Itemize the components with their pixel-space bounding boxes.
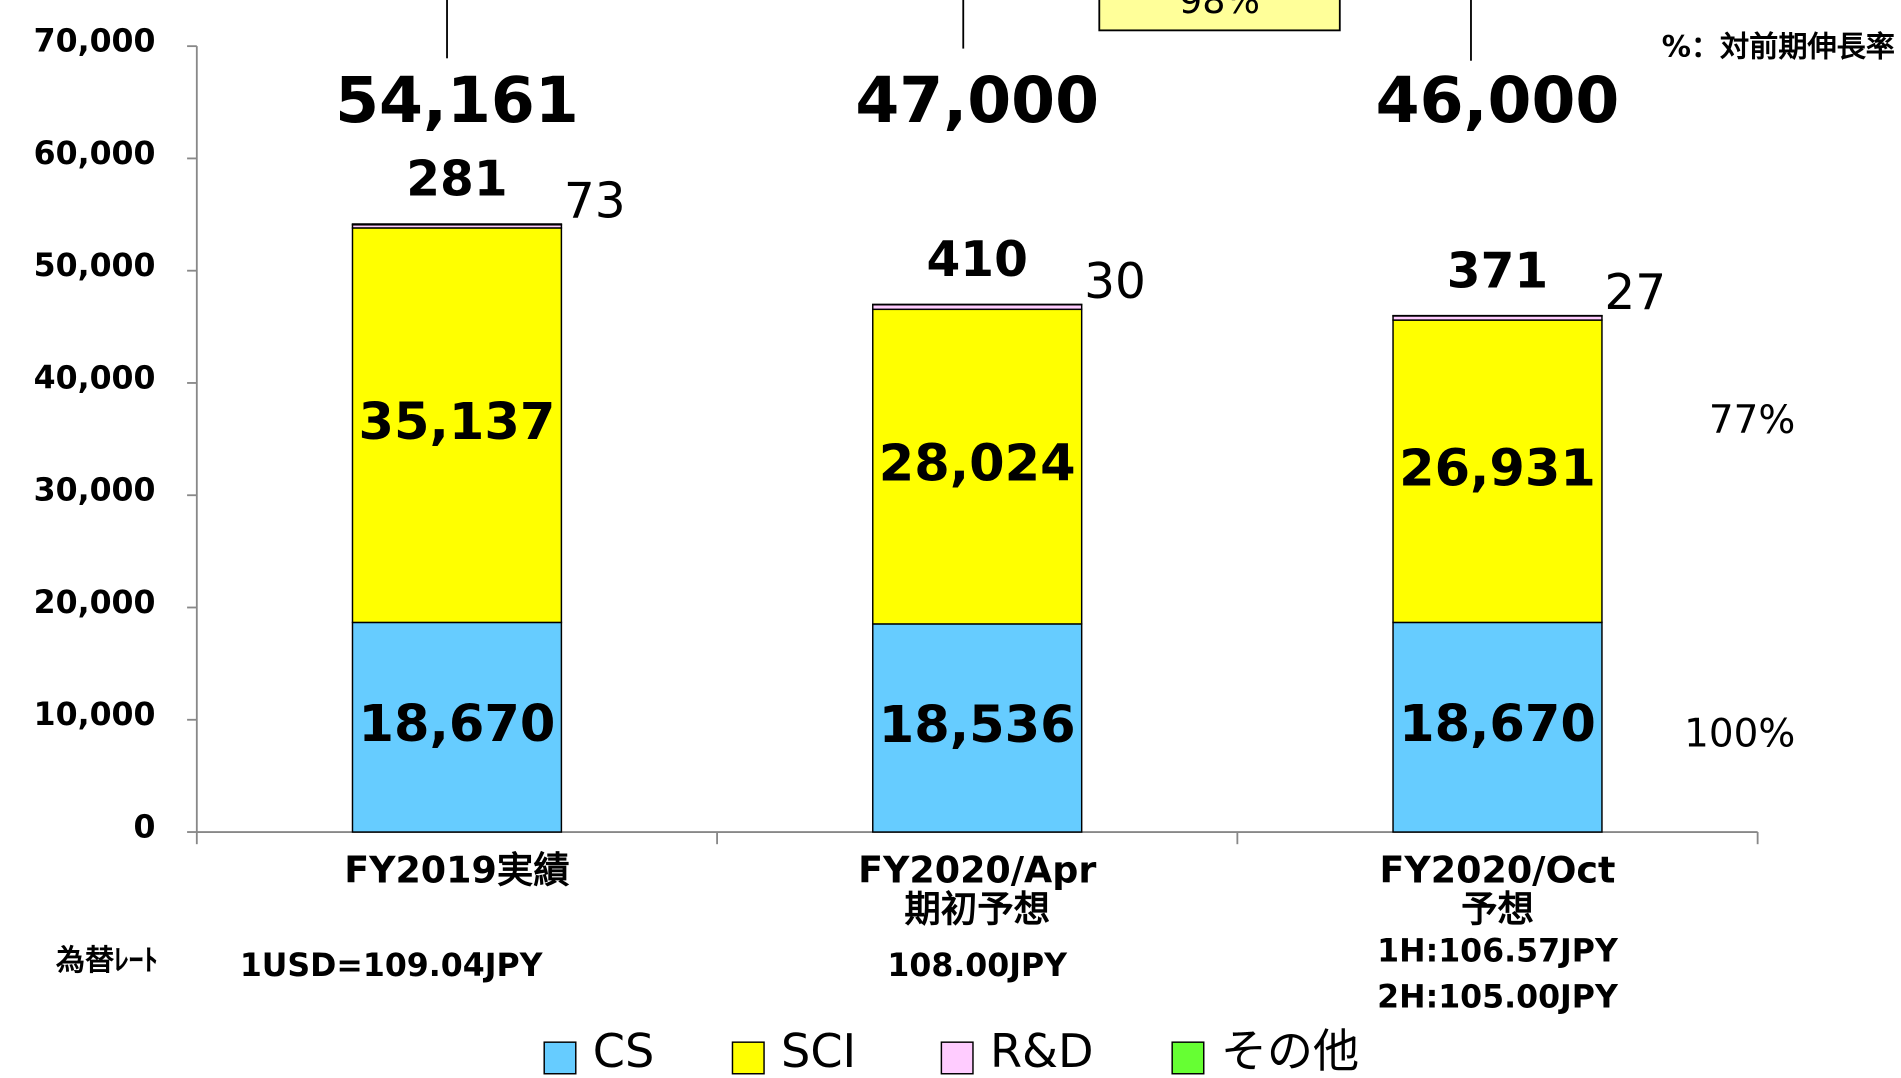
y-tick-label: 10,000	[34, 697, 156, 733]
value-label: 18,670	[1399, 695, 1596, 754]
fx-label: 為替ﾚｰﾄ	[56, 943, 158, 977]
value-label: 73	[564, 174, 626, 230]
fx-rate: 1H:106.57JPY	[1377, 933, 1619, 969]
bar-segment	[351, 227, 563, 624]
fx-rate: 2H:105.00JPY	[1377, 979, 1619, 1015]
value-label: 35,137	[359, 393, 556, 452]
y-tick-label: 40,000	[34, 360, 156, 396]
growth-sci: 77%	[1709, 398, 1795, 443]
x-tick-label: FY2019実績	[344, 849, 569, 892]
total-label: 46,000	[1376, 63, 1620, 137]
x-tick-label: 期初予想	[904, 887, 1050, 930]
y-tick-label: 30,000	[34, 473, 156, 509]
y-tick-label: 50,000	[34, 248, 156, 284]
fx-rate: 1USD=109.04JPY	[240, 948, 544, 984]
value-label: 18,670	[359, 695, 556, 754]
total-label: 54,161	[335, 63, 579, 137]
value-label: 281	[406, 152, 507, 208]
legend-label: その他	[1221, 1024, 1359, 1078]
bar-segment	[351, 621, 563, 833]
bar-segment	[872, 308, 1083, 625]
growth-box-label: 98%	[1179, 0, 1260, 22]
x-tick-label: FY2020/Apr	[858, 849, 1096, 892]
total-label: 47,000	[855, 63, 1099, 137]
x-tick-label: FY2020/Oct	[1380, 849, 1616, 892]
value-label: 26,931	[1399, 439, 1596, 498]
legend-label: CS	[593, 1024, 655, 1078]
bar-segment	[872, 623, 1083, 833]
y-tick-label: 20,000	[34, 585, 156, 621]
value-label: 18,536	[879, 696, 1076, 755]
legend-swatch	[940, 1041, 974, 1075]
value-label: 410	[927, 232, 1028, 288]
y-tick-label: 0	[134, 809, 156, 845]
legend-swatch	[543, 1041, 577, 1075]
value-label: 30	[1084, 254, 1146, 310]
legend-swatch	[1171, 1041, 1205, 1075]
bar-segment	[1392, 621, 1603, 833]
fx-rate: 108.00JPY	[887, 948, 1068, 984]
bar-segment	[351, 223, 563, 226]
growth-cs: 100%	[1684, 712, 1795, 757]
value-label: 27	[1604, 265, 1666, 321]
growth-box	[1098, 0, 1341, 32]
legend-label: SCI	[781, 1024, 856, 1078]
legend-swatch	[731, 1041, 765, 1075]
y-tick-label: 60,000	[34, 136, 156, 172]
value-label: 371	[1447, 243, 1548, 299]
x-tick-label: 予想	[1461, 887, 1534, 930]
y-tick-label: 70,000	[34, 24, 156, 60]
legend-label: R&D	[990, 1024, 1094, 1078]
bar-segment	[1392, 319, 1603, 624]
value-label: 28,024	[879, 435, 1076, 494]
note: %：対前期伸長率	[1662, 30, 1895, 64]
